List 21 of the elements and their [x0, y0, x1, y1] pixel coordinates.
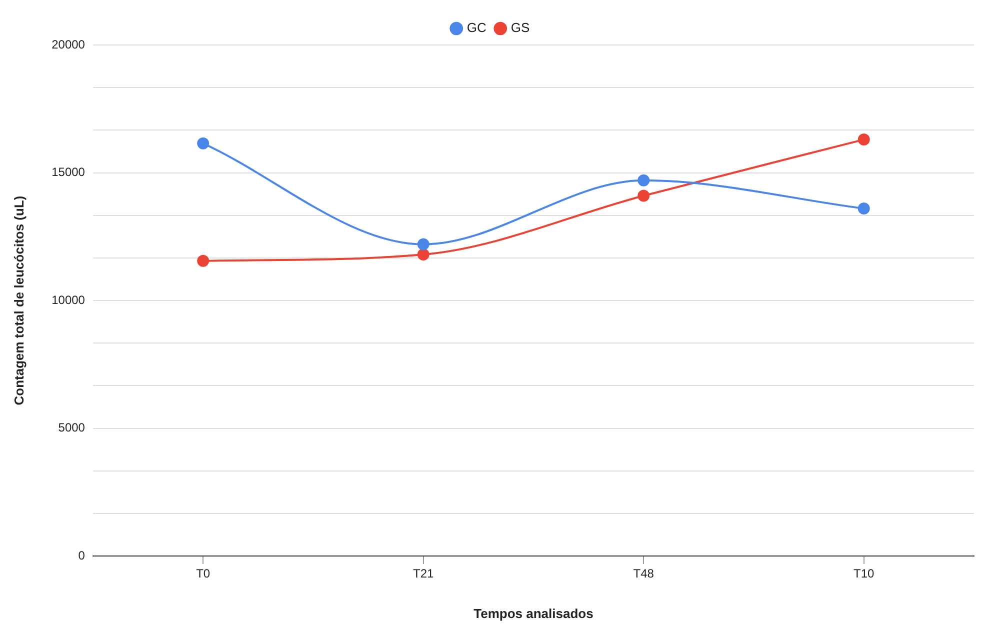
y-tick-label: 0	[78, 548, 86, 562]
point	[638, 190, 650, 202]
x-tick-label: T21	[413, 566, 434, 581]
x-tick-label: T0	[196, 566, 210, 581]
point	[858, 134, 870, 146]
point	[858, 202, 870, 215]
y-axis-title: Contagem total de leucócitos (uL)	[11, 196, 26, 406]
point	[638, 174, 650, 186]
point	[197, 137, 210, 150]
y-tick-label: 5000	[58, 420, 86, 435]
y-tick-label: 20000	[52, 37, 86, 52]
legend-label: GC	[466, 20, 486, 36]
y-tick-label: 15000	[52, 165, 86, 180]
point	[197, 254, 210, 267]
x-tick-label: T48	[633, 566, 654, 581]
point	[417, 238, 430, 250]
x-axis-title: Tempos analisados	[474, 606, 594, 621]
legend-label: GS	[510, 20, 530, 36]
point	[417, 248, 430, 261]
x-tick-label: T10	[854, 566, 875, 581]
y-tick-label: 10000	[52, 292, 86, 307]
